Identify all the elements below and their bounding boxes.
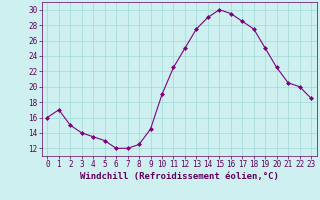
- X-axis label: Windchill (Refroidissement éolien,°C): Windchill (Refroidissement éolien,°C): [80, 172, 279, 181]
